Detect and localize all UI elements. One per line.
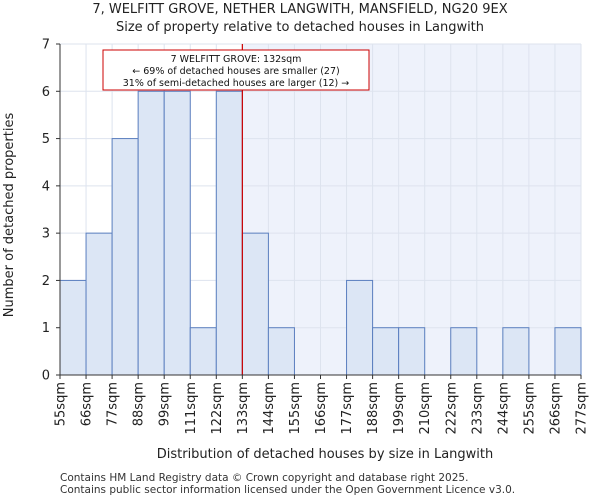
annotation-line3: 31% of semi-detached houses are larger (… [123,78,350,89]
histogram-bar-77sqm [111,138,139,376]
histogram-bar-88sqm [137,90,165,376]
annotation-line2: ← 69% of detached houses are smaller (27… [132,66,339,77]
footer-licence: Contains public sector information licen… [60,484,516,496]
x-tick-label: 244sqm [496,382,511,435]
histogram-bar-222sqm [450,327,478,376]
histogram-bar-144sqm [267,327,295,376]
x-axis-label: Distribution of detached houses by size … [157,447,494,462]
x-tick-label: 66sqm [80,382,95,426]
x-tick-label: 199sqm [392,382,407,435]
x-tick-label: 111sqm [184,382,199,435]
y-tick-label: 3 [42,227,50,242]
histogram-bar-133sqm [241,232,269,376]
histogram-bar-177sqm [346,279,374,376]
y-axis-label: Number of detached properties [2,113,17,318]
y-tick-label: 5 [42,132,50,147]
x-tick-label: 166sqm [314,382,329,435]
x-tick-label: 155sqm [288,382,303,435]
y-tick-label: 1 [42,321,50,336]
y-tick-label: 0 [42,369,50,384]
x-tick-label: 55sqm [54,382,69,426]
histogram-bar-266sqm [554,327,582,376]
histogram-bar-188sqm [372,327,400,376]
x-tick-label: 77sqm [106,382,121,426]
y-tick-label: 2 [42,274,50,289]
chart-title-line2: Size of property relative to detached ho… [115,20,485,35]
histogram-bar-111sqm [189,327,217,376]
x-tick-label: 133sqm [236,382,251,435]
chart-title-line1: 7, WELFITT GROVE, NETHER LANGWITH, MANSF… [92,2,508,17]
x-tick-label: 188sqm [366,382,381,435]
x-tick-label: 255sqm [522,382,537,435]
x-tick-label: 99sqm [158,382,173,426]
annotation-box: 7 WELFITT GROVE: 132sqm ← 69% of detache… [102,49,370,91]
x-tick-label: 233sqm [470,382,485,435]
footer-copyright: Contains HM Land Registry data © Crown c… [60,472,469,484]
histogram-bar-244sqm [502,327,530,376]
y-tick-label: 4 [42,179,50,194]
x-tick-label: 88sqm [132,382,147,426]
histogram-bar-122sqm [215,90,243,376]
histogram-bar-99sqm [163,90,191,376]
x-tick-label: 277sqm [575,382,590,435]
x-tick-label: 122sqm [210,382,225,435]
histogram-bar-66sqm [85,232,113,376]
histogram-bar-199sqm [398,327,426,376]
histogram-bar-55sqm [59,279,87,376]
x-tick-label: 222sqm [444,382,459,435]
annotation-border [102,49,370,91]
y-tick-label: 7 [42,38,50,53]
x-tick-label: 210sqm [418,382,433,435]
x-tick-label: 177sqm [340,382,355,435]
x-tick-label: 144sqm [262,382,277,435]
annotation-line1: 7 WELFITT GROVE: 132sqm [171,54,302,65]
y-tick-label: 6 [42,85,50,100]
x-tick-label: 266sqm [548,382,563,435]
larger-region-shade [242,44,581,375]
